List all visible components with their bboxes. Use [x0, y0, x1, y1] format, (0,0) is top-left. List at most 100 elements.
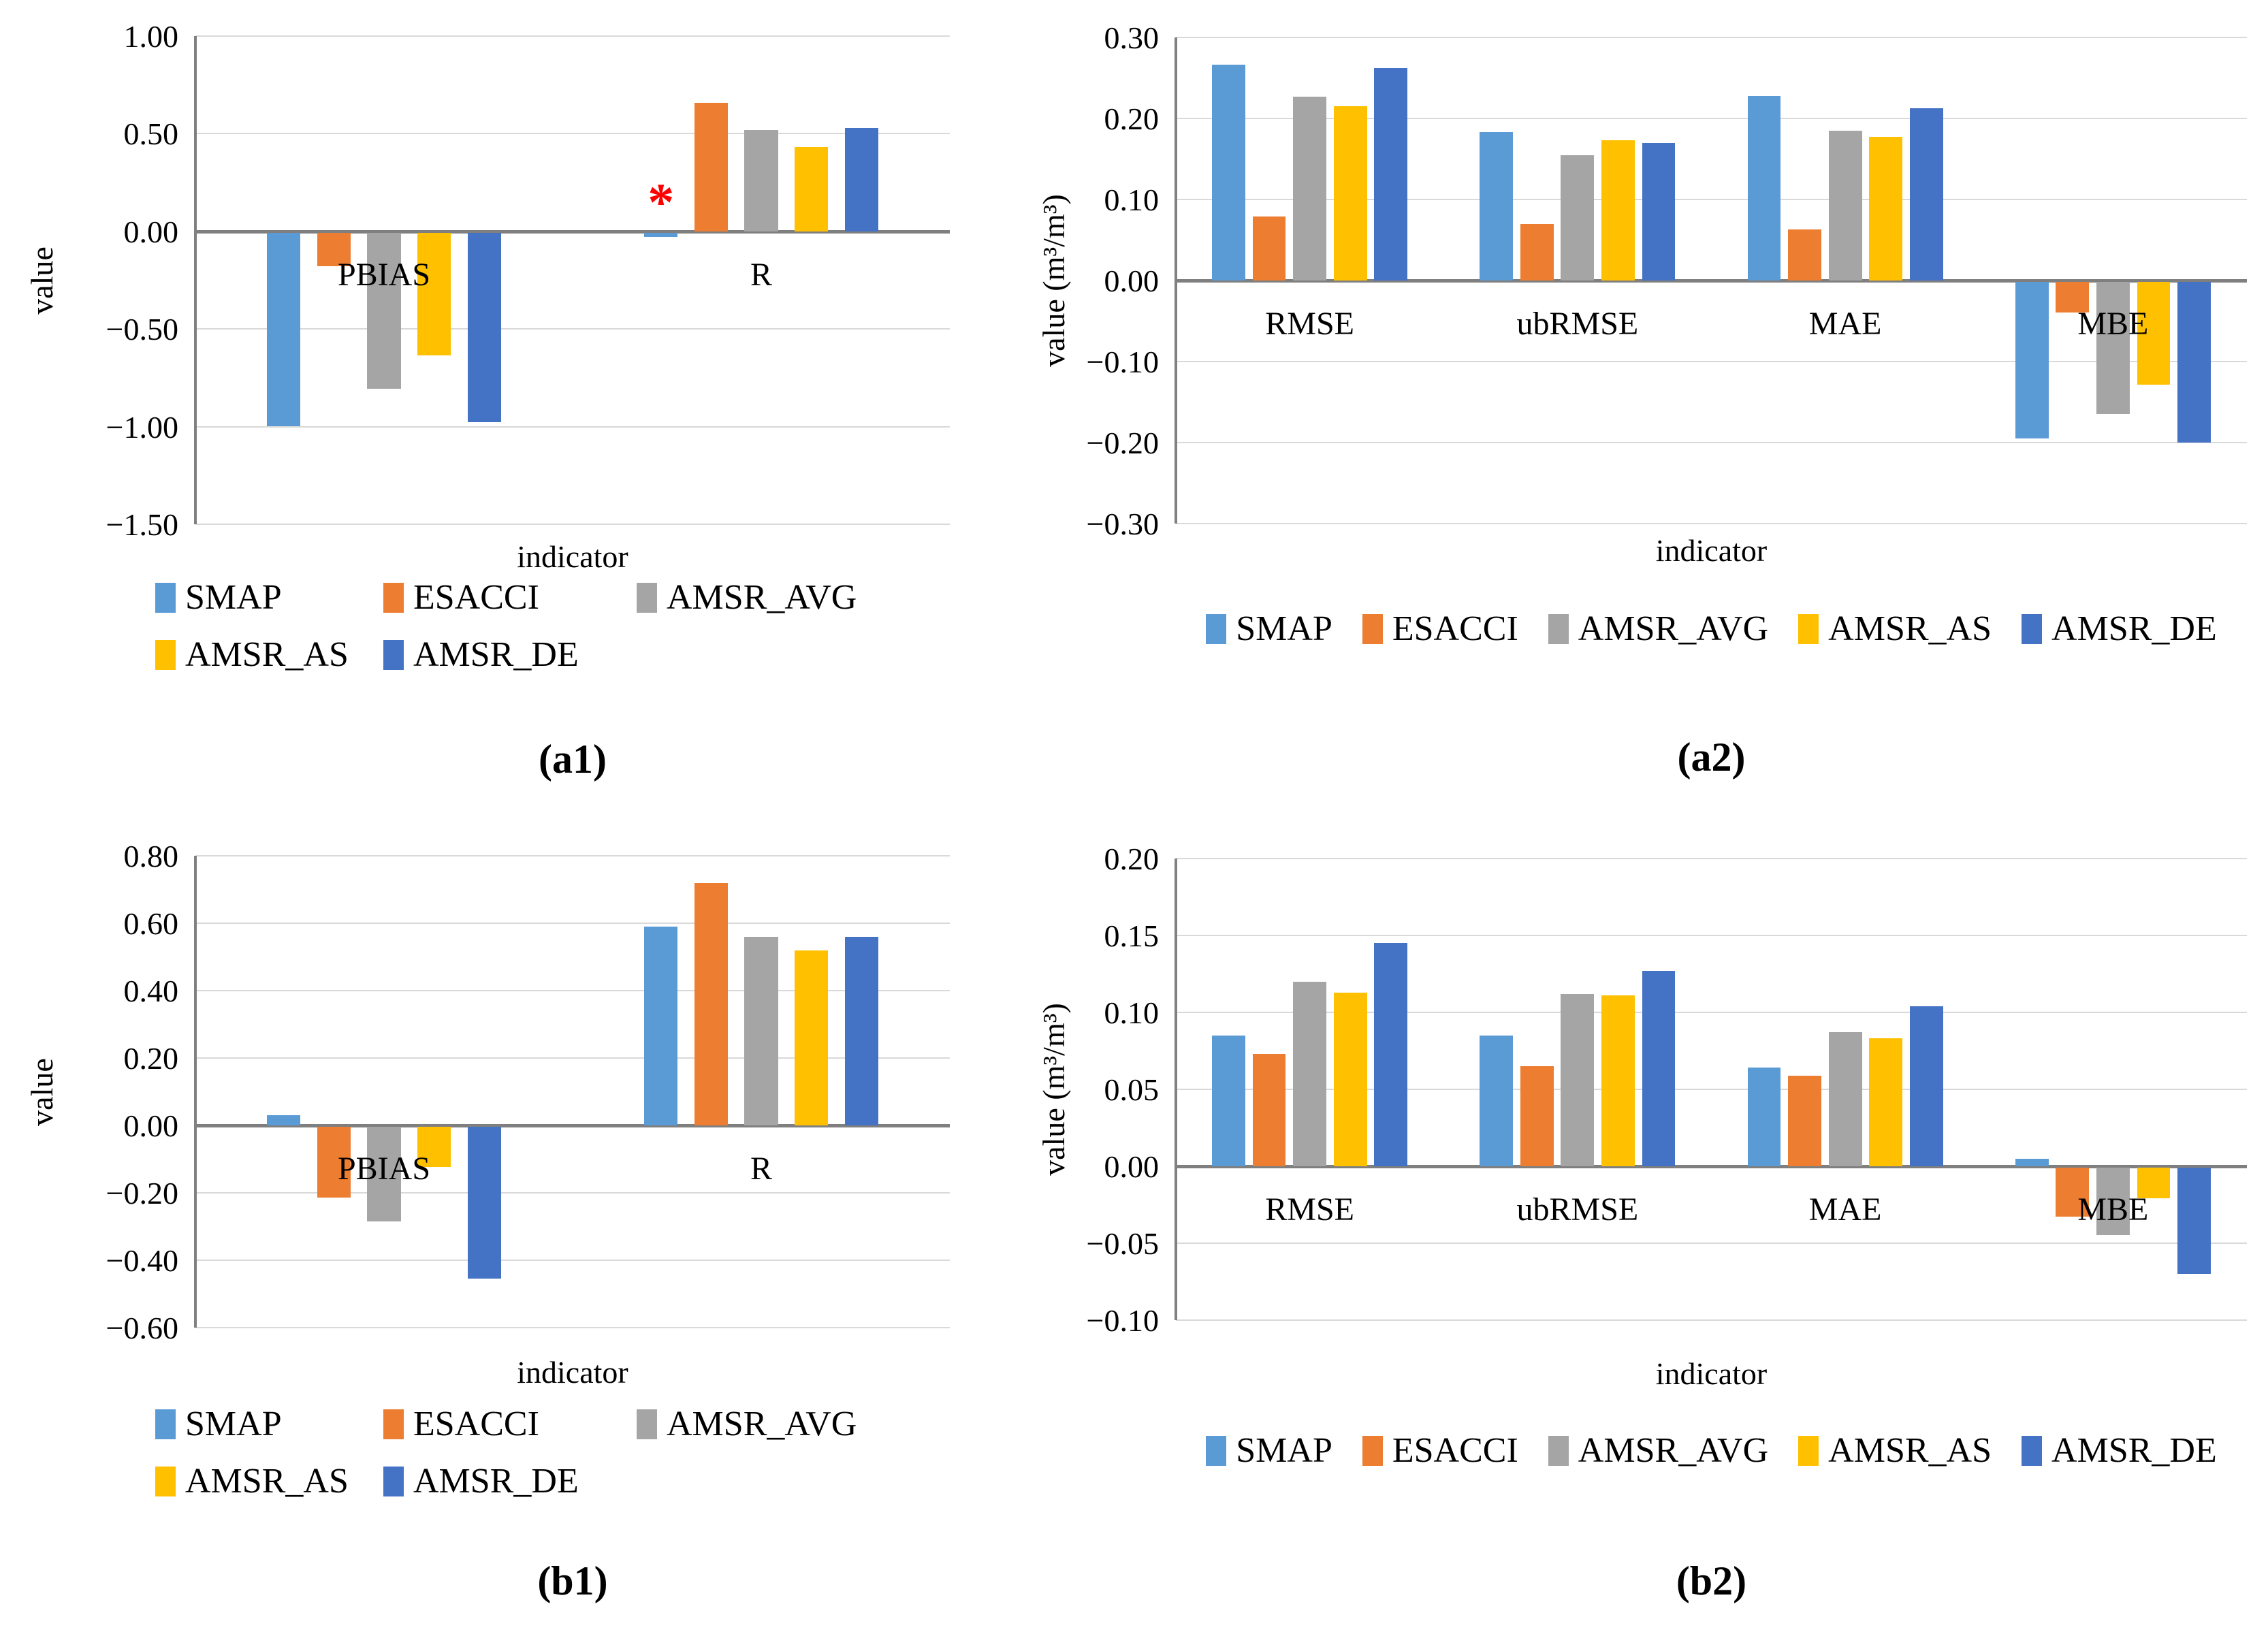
- category-label: PBIAS: [337, 256, 431, 293]
- category-label: PBIAS: [337, 1151, 431, 1187]
- bar-AMSR_AVG: [1293, 96, 1327, 281]
- y-tick-label: −0.50: [106, 312, 178, 347]
- legend-item: SMAP: [1206, 1433, 1332, 1469]
- legend-label: SMAP: [185, 578, 282, 617]
- gridline: [1176, 935, 2247, 936]
- gridline: [195, 1192, 950, 1194]
- legend-item: ESACCI: [383, 580, 637, 615]
- bar-ESACCI: [1252, 1054, 1286, 1166]
- y-axis-title: value: [25, 246, 59, 315]
- gridline: [1176, 37, 2247, 38]
- gridline: [1176, 523, 2247, 524]
- legend-label: SMAP: [1236, 609, 1332, 648]
- bar-AMSR_AVG: [1561, 155, 1595, 281]
- y-tick-label: −0.05: [1086, 1226, 1159, 1261]
- gridline: [195, 1327, 950, 1328]
- bar-SMAP: [1480, 1035, 1514, 1166]
- gridline: [195, 1260, 950, 1261]
- legend-label: AMSR_DE: [413, 635, 579, 674]
- bar-SMAP: [2015, 282, 2049, 438]
- bar-AMSR_AVG: [367, 1127, 401, 1221]
- gridline: [195, 35, 950, 37]
- legend-item: AMSR_DE: [2022, 1433, 2217, 1469]
- bar-SMAP: [1212, 65, 1245, 281]
- chart-caption: (b2): [1676, 1558, 1747, 1603]
- gridline: [195, 990, 950, 991]
- bar-AMSR_AS: [417, 1127, 451, 1168]
- legend-swatch-ESACCI: [1362, 1436, 1383, 1466]
- bar-SMAP: [1747, 1068, 1781, 1166]
- bar-SMAP: [1480, 132, 1514, 281]
- legend-item: AMSR_AS: [155, 1464, 383, 1499]
- bar-SMAP: [1747, 95, 1781, 281]
- category-label: RMSE: [1265, 1191, 1354, 1228]
- bar-AMSR_AVG: [1293, 981, 1327, 1166]
- legend-swatch-AMSR_AS: [155, 1467, 176, 1496]
- legend-swatch-AMSR_AVG: [1548, 1436, 1569, 1466]
- legend-swatch-AMSR_DE: [2022, 614, 2043, 644]
- category-label: ubRMSE: [1516, 1191, 1639, 1228]
- bar-ESACCI: [1520, 1066, 1554, 1166]
- bar-AMSR_AS: [1333, 992, 1367, 1166]
- legend-swatch-SMAP: [155, 1409, 176, 1439]
- legend-label: AMSR_DE: [2051, 1431, 2217, 1470]
- legend-label: ESACCI: [1392, 609, 1518, 648]
- legend-item: AMSR_AS: [155, 637, 383, 673]
- bar-AMSR_AS: [1869, 1038, 1903, 1166]
- bar-ESACCI: [317, 232, 351, 266]
- gridline: [195, 923, 950, 924]
- bar-AMSR_AS: [2137, 1168, 2171, 1199]
- bar-AMSR_AS: [417, 232, 451, 356]
- bar-AMSR_DE: [844, 936, 878, 1125]
- bar-AMSR_AS: [2137, 282, 2171, 385]
- y-tick-label: −0.20: [1086, 426, 1159, 460]
- bar-ESACCI: [317, 1127, 351, 1198]
- y-axis-line: [194, 856, 197, 1328]
- legend-label: AMSR_DE: [2051, 609, 2217, 648]
- category-label: MBE: [2077, 306, 2149, 342]
- zero-axis-line: [1176, 279, 2247, 283]
- bar-AMSR_DE: [1642, 970, 1676, 1166]
- y-tick-label: 0.10: [1104, 182, 1160, 217]
- chart-panel-b1: 0.80 0.60 0.40 0.20 0.00 −0.20 −0.40 −0.60 PBIAS…: [0, 817, 1021, 1634]
- legend-item: ESACCI: [1362, 611, 1518, 647]
- legend-item: AMSR_AVG: [637, 1407, 857, 1442]
- bar-AMSR_DE: [844, 127, 878, 231]
- legend-swatch-AMSR_AVG: [637, 1409, 657, 1439]
- gridline: [195, 328, 950, 330]
- bar-AMSR_DE: [467, 232, 501, 422]
- bar-AMSR_AVG: [1561, 993, 1595, 1166]
- y-tick-label: −0.10: [1086, 345, 1159, 379]
- gridline: [195, 133, 950, 135]
- legend-label: AMSR_AS: [1828, 1431, 1992, 1470]
- gridline: [195, 524, 950, 525]
- legend-item: AMSR_AS: [1798, 611, 1992, 647]
- y-axis-title: value (m³/m³): [1036, 194, 1071, 367]
- legend-swatch-AMSR_DE: [383, 640, 404, 670]
- legend-item: AMSR_DE: [2022, 611, 2217, 647]
- bar-AMSR_AVG: [1828, 1032, 1862, 1166]
- bar-AMSR_DE: [1909, 108, 1943, 281]
- gridline: [1176, 1012, 2247, 1013]
- legend-swatch-AMSR_AVG: [1548, 614, 1569, 644]
- x-axis-title: indicator: [517, 1355, 628, 1390]
- y-tick-label: −0.40: [106, 1243, 178, 1278]
- gridline: [195, 855, 950, 856]
- gridline: [1176, 1243, 2247, 1244]
- legend-label: SMAP: [1236, 1431, 1332, 1470]
- y-axis-title: value (m³/m³): [1036, 1003, 1071, 1176]
- legend-swatch-AMSR_AVG: [637, 583, 657, 613]
- bar-SMAP: [1212, 1035, 1245, 1166]
- legend-item: AMSR_AVG: [1548, 611, 1768, 647]
- y-tick-label: −0.20: [106, 1176, 178, 1211]
- bar-ESACCI: [1788, 229, 1821, 281]
- y-tick-label: −1.50: [106, 507, 178, 542]
- legend-swatch-ESACCI: [383, 583, 404, 613]
- legend-label: ESACCI: [413, 1405, 539, 1443]
- legend-item: SMAP: [155, 1407, 383, 1442]
- y-tick-label: 0.20: [1104, 101, 1160, 136]
- bar-SMAP: [644, 232, 678, 237]
- x-axis-title: indicator: [517, 539, 628, 574]
- legend-item: ESACCI: [1362, 1433, 1518, 1469]
- legend-label: SMAP: [185, 1405, 282, 1443]
